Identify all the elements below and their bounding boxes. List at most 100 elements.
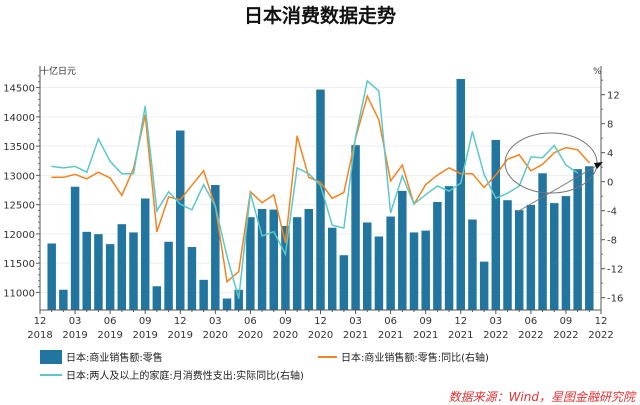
right-tick-label: -12 — [607, 265, 623, 276]
bar-retail-sales — [105, 243, 115, 311]
x-tick-label-month: 06 — [104, 316, 117, 327]
right-tick-label: 8 — [607, 120, 613, 131]
point-household-spending — [506, 192, 509, 194]
x-tick-label-month: 03 — [349, 316, 362, 327]
point-household-spending — [121, 173, 123, 175]
point-retail-yoy — [390, 180, 392, 182]
bar-retail-sales — [537, 172, 548, 311]
x-tick-label-year: 2019 — [62, 330, 87, 341]
point-retail-yoy — [284, 241, 287, 244]
point-household-spending — [144, 105, 146, 107]
bar-retail-sales — [561, 195, 571, 311]
bar-retail-sales — [444, 185, 454, 311]
point-retail-yoy — [249, 191, 251, 193]
x-tick-label-month: 06 — [244, 316, 257, 327]
point-household-spending — [553, 144, 555, 147]
bar-retail-sales — [269, 209, 279, 311]
point-retail-yoy — [378, 119, 380, 121]
bar-retail-sales — [432, 201, 443, 311]
point-retail-yoy — [460, 173, 462, 175]
point-household-spending — [483, 173, 485, 176]
x-tick-label-year: 2022 — [553, 330, 578, 341]
point-household-spending — [448, 190, 450, 192]
point-household-spending — [132, 173, 135, 175]
left-tick-label: 11500 — [3, 259, 35, 270]
x-tick-label-year: 2020 — [203, 330, 228, 341]
point-retail-yoy — [156, 231, 158, 233]
left-axis-unit: 十亿日元 — [40, 65, 76, 77]
point-retail-yoy — [308, 176, 310, 178]
point-household-spending — [541, 157, 544, 159]
point-household-spending — [518, 185, 520, 187]
point-retail-yoy — [577, 149, 579, 151]
bar-retail-sales — [128, 231, 139, 311]
bar-retail-sales — [479, 261, 489, 311]
point-retail-yoy — [296, 135, 298, 137]
bar-retail-sales — [163, 241, 174, 311]
x-tick-label-month: 09 — [419, 316, 432, 327]
x-tick-label-month: 12 — [595, 316, 608, 327]
bar-retail-sales — [187, 246, 197, 311]
annotation-arrow — [516, 164, 599, 213]
point-retail-yoy — [588, 162, 590, 164]
bar-retail-sales — [339, 254, 349, 311]
x-tick-label-month: 03 — [489, 316, 502, 327]
point-household-spending — [471, 131, 474, 133]
point-household-spending — [530, 156, 532, 158]
x-tick-label-month: 12 — [314, 316, 327, 327]
bar-retail-sales — [198, 279, 209, 311]
bar-retail-sales — [82, 231, 92, 311]
x-tick-label-month: 06 — [384, 316, 397, 327]
point-household-spending — [296, 167, 298, 169]
left-tick-label: 11000 — [3, 288, 35, 299]
x-tick-label-year: 2019 — [132, 330, 157, 341]
point-retail-yoy — [565, 146, 567, 149]
x-tick-label-month: 03 — [69, 316, 82, 327]
bar-retail-sales — [58, 289, 69, 311]
point-household-spending — [577, 172, 579, 174]
arrow-head-icon — [594, 162, 603, 169]
point-household-spending — [319, 184, 322, 186]
highlight-annotation — [504, 132, 603, 213]
chart-title: 日本消费数据走势 — [244, 4, 396, 27]
source-note: 数据来源：Wind，星图金融研究院 — [449, 390, 637, 404]
point-retail-yoy — [448, 167, 450, 169]
legend-label-retail-sales: 日本:商业销售额:零售 — [66, 351, 163, 364]
right-tick-label: -16 — [607, 294, 623, 305]
point-household-spending — [97, 138, 100, 140]
bar-retail-sales — [409, 231, 419, 311]
point-retail-yoy — [553, 152, 555, 154]
left-tick-label: 14000 — [3, 113, 35, 124]
point-household-spending — [62, 167, 64, 169]
bar-retail-sales — [46, 243, 57, 311]
point-household-spending — [565, 164, 567, 166]
x-tick-label-year: 2019 — [168, 330, 193, 341]
left-tick-label: 13000 — [3, 171, 35, 182]
x-tick-label-year: 2020 — [238, 330, 263, 341]
point-household-spending — [51, 165, 53, 168]
right-tick-label: 0 — [607, 178, 613, 189]
bar-retail-sales — [374, 235, 384, 311]
bar-retail-sales — [152, 285, 162, 311]
x-tick-label-year: 2019 — [97, 330, 122, 341]
left-tick-label: 12500 — [3, 201, 35, 212]
legend-swatch-retail-sales — [40, 350, 62, 364]
bar-retail-sales — [397, 190, 408, 311]
x-tick-label-year: 2021 — [378, 330, 403, 341]
point-retail-yoy — [74, 173, 76, 176]
x-tick-label-year: 2018 — [27, 330, 52, 341]
point-household-spending — [436, 185, 438, 187]
bar-retail-sales — [292, 216, 302, 311]
point-household-spending — [74, 165, 76, 168]
x-tick-label-year: 2022 — [483, 330, 508, 341]
bar-retail-sales — [467, 219, 478, 311]
bar-retail-sales — [362, 221, 372, 311]
x-tick-label-month: 09 — [279, 316, 292, 327]
point-retail-yoy — [203, 170, 205, 172]
left-tick-label: 14500 — [3, 84, 35, 95]
bar-retail-sales — [327, 227, 337, 311]
bar-retail-sales — [304, 208, 314, 311]
point-household-spending — [495, 197, 497, 199]
point-retail-yoy — [51, 176, 53, 178]
